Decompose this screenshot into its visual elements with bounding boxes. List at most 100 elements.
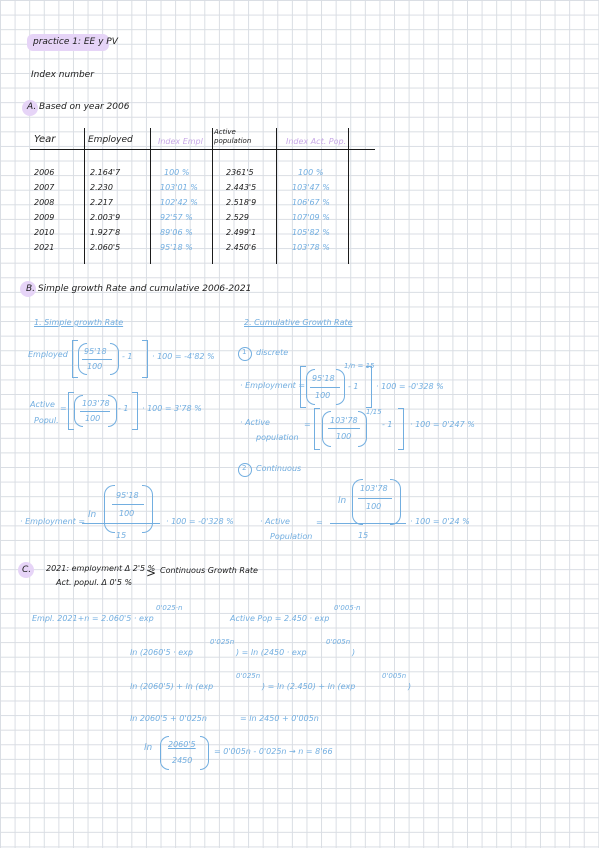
cell-year: 2007 [34, 183, 55, 192]
equals-sign: = [316, 518, 323, 527]
brace-arrow: > [146, 566, 157, 580]
eq5-num: 2060'5 [168, 740, 196, 749]
bracket-left [68, 392, 74, 430]
simple-active-label-1: Active [30, 400, 55, 409]
cont-emp-ln: ln [88, 510, 97, 520]
bracket-left [314, 408, 320, 450]
eq1-right: Active Pop = 2.450 · exp [230, 614, 330, 623]
fraction-bar [310, 387, 340, 388]
cell-employed: 2.003'9 [90, 213, 121, 222]
cont-emp-den: 100 [119, 509, 135, 518]
cont-act-num: 103'78 [360, 484, 388, 493]
bracket-right [142, 340, 148, 378]
cell-active-pop: 2.518'9 [226, 198, 257, 207]
cum-act-label-2: population [256, 433, 299, 442]
continuous-number: 2 [242, 464, 247, 472]
cell-index-empl: 92'57 % [160, 213, 193, 222]
simple-active-num: 103'78 [82, 399, 110, 408]
cell-active-pop: 2.443'5 [226, 183, 257, 192]
paren-right [110, 343, 119, 375]
simple-employed-den: 100 [87, 362, 103, 371]
cell-year: 2006 [34, 168, 55, 177]
bracket-left [72, 340, 78, 378]
paren-right [200, 736, 209, 770]
equals-sign: = [60, 404, 67, 413]
fraction-bar [80, 411, 110, 412]
equals-sign: = [304, 420, 311, 429]
cell-index-act: 105'82 % [292, 228, 330, 237]
section-a-heading: A. Based on year 2006 [27, 102, 130, 112]
section-a-marker [22, 100, 38, 116]
table-col-rule-5 [348, 128, 350, 264]
cum-act-label-1: · Active [240, 418, 270, 427]
discrete-number-circle [238, 347, 252, 361]
simple-employed-result: · 100 = -4'82 % [152, 352, 215, 361]
cell-employed: 2.217 [90, 198, 113, 207]
eq2-part-b: ) = ln (2450 · exp [236, 648, 307, 657]
cum-act-den: 100 [336, 432, 352, 441]
fraction-bar [82, 359, 112, 360]
header-index-act-pop: Index Act. Pop. [286, 137, 347, 146]
eq1-right-exp: 0'005·n [334, 604, 361, 612]
eq2-exp-a: 0'025n [210, 638, 235, 646]
table-row: 2007 2.230 103'01 % 2.443'5 103'47 % [30, 183, 375, 197]
table-header-rule [30, 149, 375, 151]
continuous-number-circle [238, 463, 252, 477]
eq4-left: ln 2060'5 + 0'025n [130, 714, 207, 723]
eq3-end: ) [408, 682, 412, 691]
table-row: 2010 1.927'8 89'06 % 2.499'1 105'82 % [30, 228, 375, 242]
section-c-arrow-note: Continuous Growth Rate [160, 566, 258, 575]
cell-index-act: 100 % [298, 168, 324, 177]
header-index-empl: Index Empl [158, 137, 203, 146]
section-c-marker [18, 562, 34, 578]
cell-index-act: 106'67 % [292, 198, 330, 207]
cont-act-result: · 100 = 0'24 % [410, 517, 470, 526]
eq3-exp-b: 0'005n [382, 672, 407, 680]
section-c-line-2: Act. popul. Δ 0'5 % [56, 578, 133, 587]
cum-act-num: 103'78 [330, 416, 358, 425]
table-col-rule-3 [212, 128, 214, 264]
table-col-rule-1 [84, 128, 86, 264]
cont-emp-result: · 100 = -0'328 % [166, 517, 234, 526]
paren-right [336, 369, 345, 405]
eq3-exp-a: 0'025n [236, 672, 261, 680]
paren-right [358, 411, 367, 447]
eq4-right: = ln 2450 + 0'005n [240, 714, 319, 723]
table-row: 2006 2.164'7 100 % 2361'5 100 % [30, 168, 375, 182]
cell-employed: 2.060'5 [90, 243, 121, 252]
section-b-marker [20, 281, 36, 297]
eq2-end: ) [352, 648, 356, 657]
section-c-letter: C. [22, 565, 32, 575]
simple-active-label-2: Popul. [34, 416, 59, 425]
paren-right [390, 479, 401, 525]
cell-index-act: 103'47 % [292, 183, 330, 192]
simple-employed-num: 95'18 [84, 347, 107, 356]
simple-active-result: · 100 = 3'78 % [142, 404, 202, 413]
page-title: practice 1: EE y PV [33, 37, 118, 47]
title-highlight [27, 34, 109, 51]
bracket-right [132, 392, 138, 430]
cont-act-label-2: Population [270, 532, 313, 541]
simple-employed-label: Employed [28, 350, 68, 359]
cum-emp-den: 100 [315, 391, 331, 400]
table-col-rule-4 [276, 128, 278, 264]
cell-index-empl: 100 % [164, 168, 190, 177]
cumulative-growth-title: 2. Cumulative Growth Rate [244, 318, 353, 327]
table-col-rule-2 [150, 128, 152, 264]
bracket-right [366, 366, 372, 408]
cell-index-act: 107'09 % [292, 213, 330, 222]
simple-active-minus: - 1 [118, 404, 129, 413]
cell-year: 2021 [34, 243, 55, 252]
cum-emp-minus: - 1 [348, 382, 359, 391]
cell-index-empl: 89'06 % [160, 228, 193, 237]
cum-emp-exp: 1/n = 15 [344, 362, 375, 370]
cell-index-empl: 95'18 % [160, 243, 193, 252]
cont-act-label-1: · Active [260, 517, 290, 526]
fraction-bar [112, 504, 144, 505]
cell-active-pop: 2.450'6 [226, 243, 257, 252]
table-row: 2008 2.217 102'42 % 2.518'9 106'67 % [30, 198, 375, 212]
cum-act-result: · 100 = 0'247 % [410, 420, 475, 429]
cont-act-den: 100 [366, 502, 382, 511]
cell-year: 2010 [34, 228, 55, 237]
bracket-right [398, 408, 404, 450]
